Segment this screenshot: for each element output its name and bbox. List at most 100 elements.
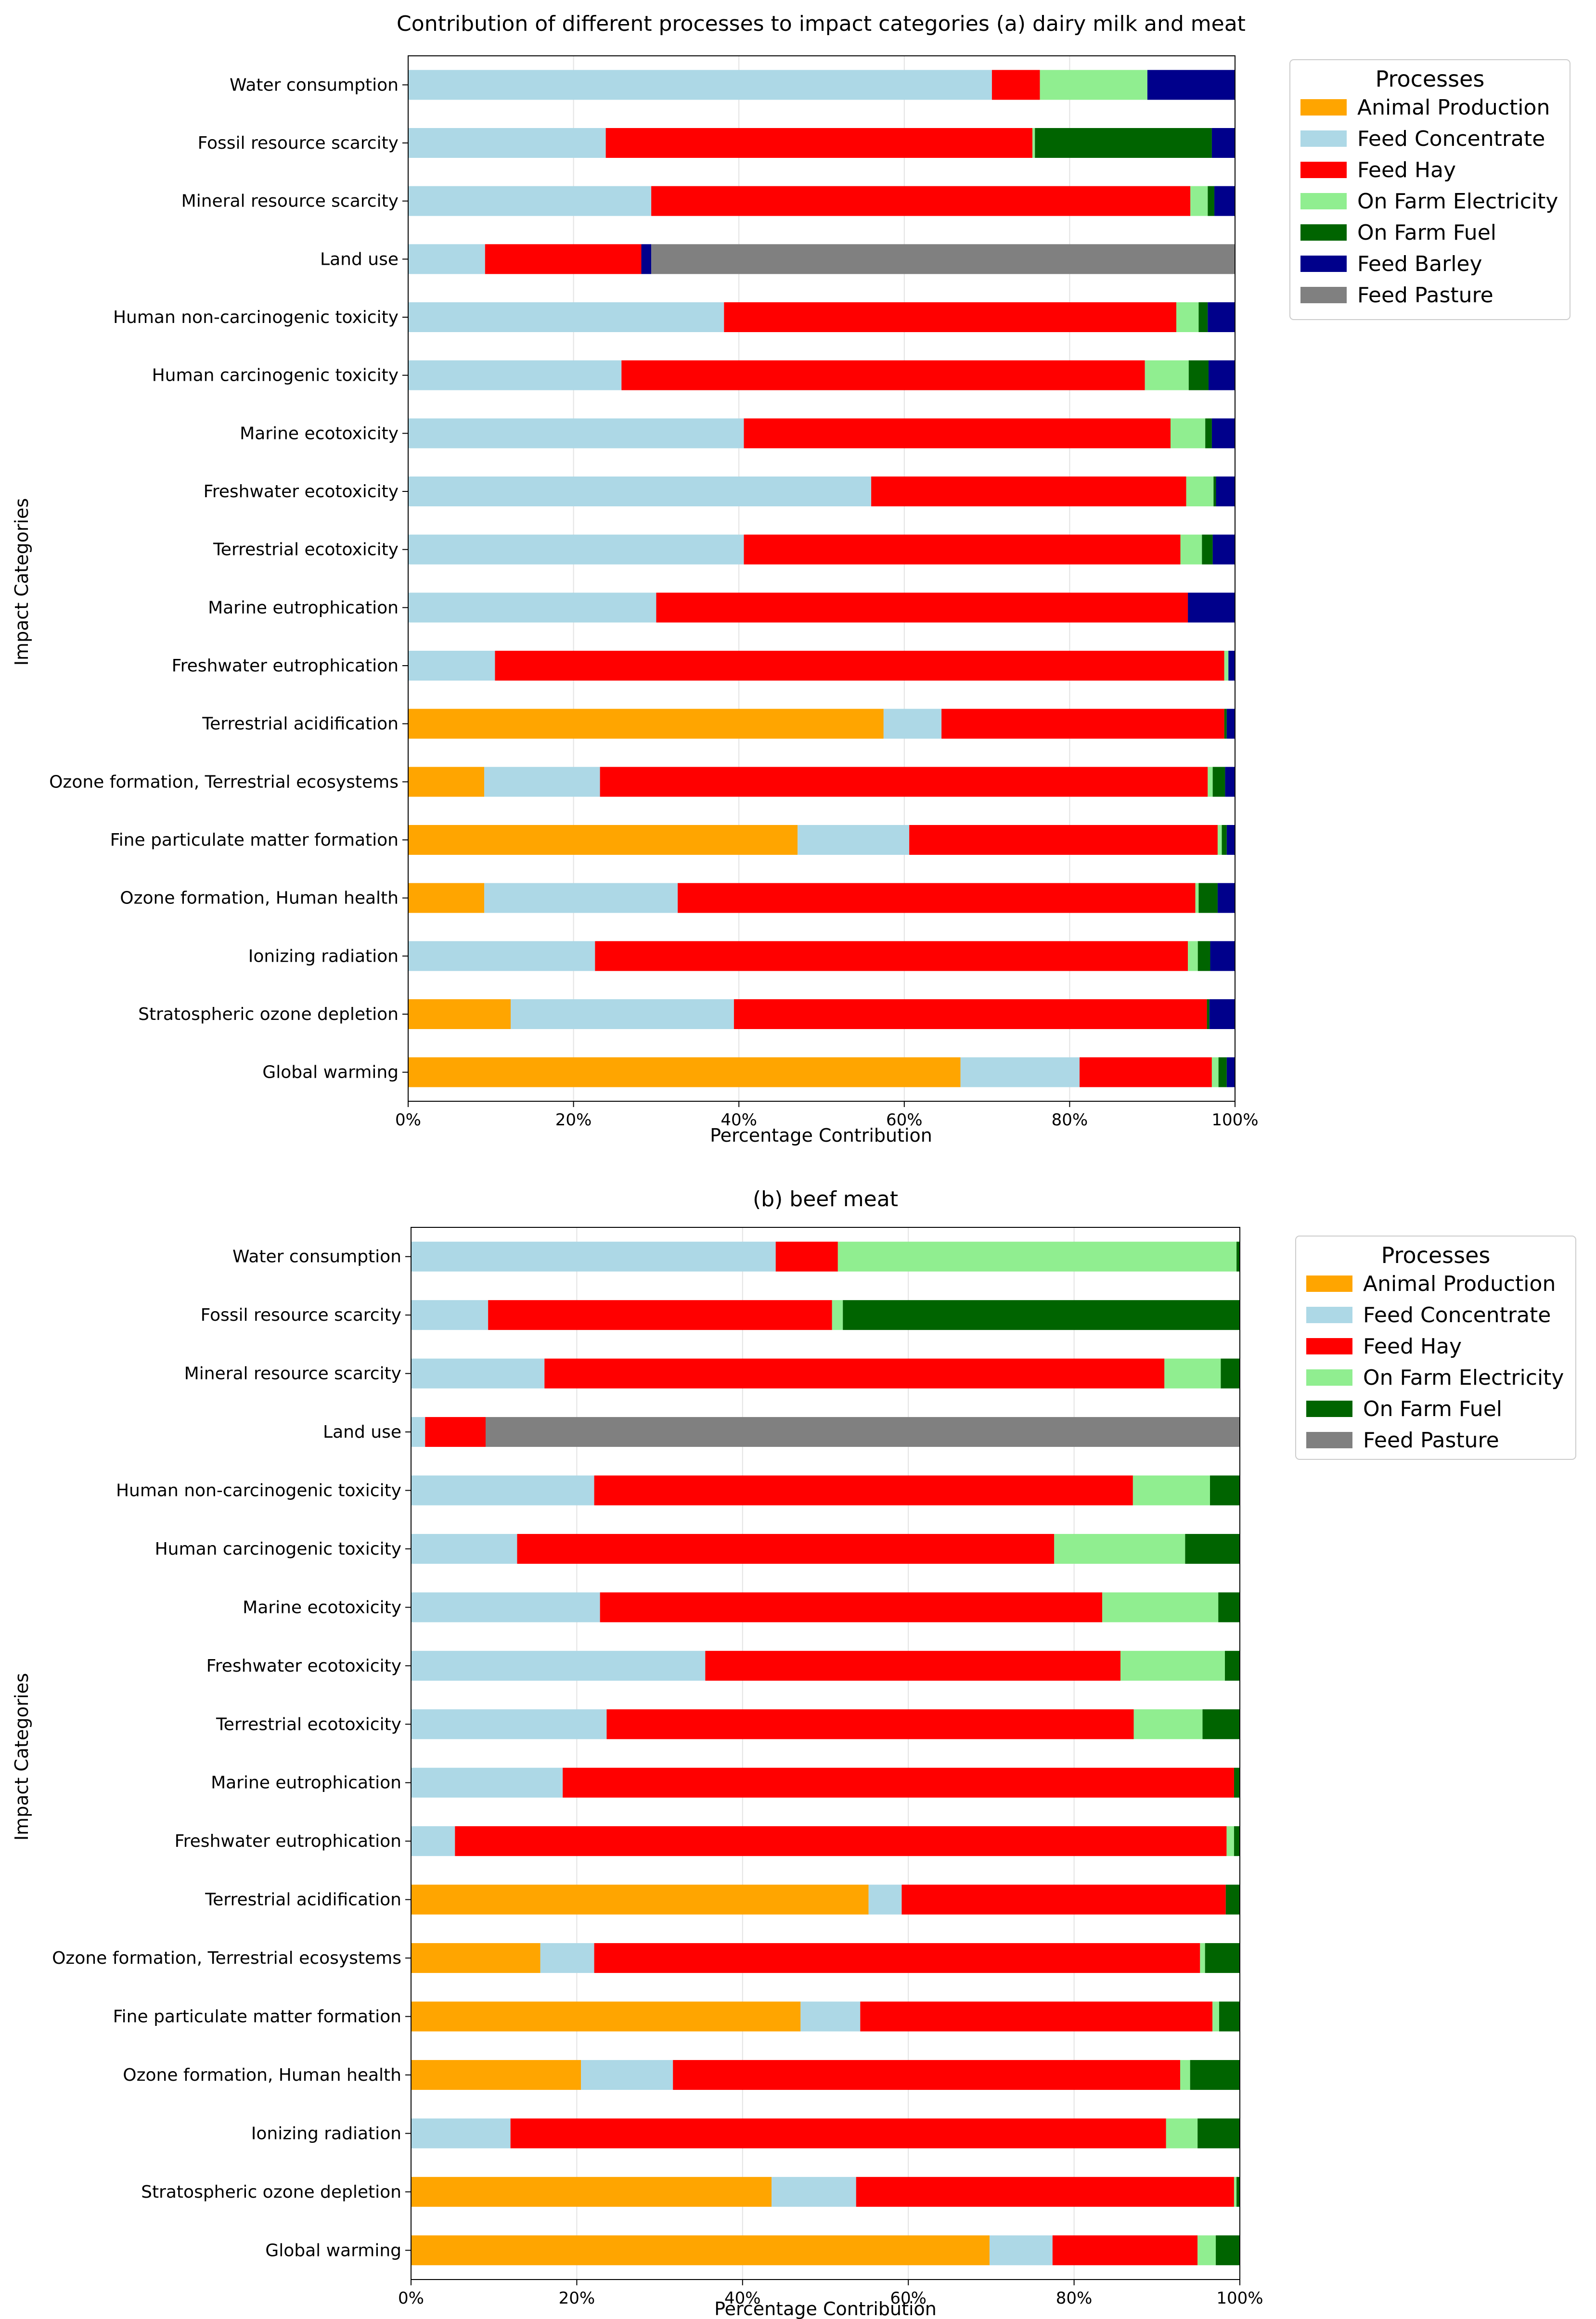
bar-animal-production-ozone-formation-human-health <box>411 2060 581 2090</box>
bar-on-farm-fuel-fossil-resource-scarcity <box>1035 128 1212 158</box>
bar-animal-production-terrestrial-acidification <box>408 709 884 739</box>
bar-feed-hay-fossil-resource-scarcity <box>605 128 1033 158</box>
x-tick-label: 60% <box>886 1110 923 1130</box>
bar-feed-hay-global-warming <box>1080 1057 1212 1087</box>
bar-feed-hay-human-carcinogenic-toxicity <box>621 360 1145 390</box>
legend-swatch-on-farm-electricity <box>1306 1369 1352 1386</box>
bar-feed-barley-human-non-carcinogenic-toxicity <box>1208 302 1235 332</box>
category-label: Human non-carcinogenic toxicity <box>116 1481 401 1501</box>
x-tick-label: 100% <box>1216 2289 1263 2308</box>
bar-feed-concentrate-terrestrial-ecotoxicity <box>408 534 744 565</box>
bar-on-farm-fuel-fossil-resource-scarcity <box>843 1300 1240 1330</box>
legend-box <box>1295 1236 1576 1460</box>
category-label: Mineral resource scarcity <box>184 1364 401 1384</box>
category-label: Land use <box>320 249 399 269</box>
panel-a-dairy-milk-and-meat: Contribution of different processes to i… <box>11 12 1570 1146</box>
bar-on-farm-electricity-freshwater-ecotoxicity <box>1120 1650 1225 1681</box>
x-tick-label: 20% <box>559 2289 595 2308</box>
legend-swatch-animal-production <box>1300 99 1347 116</box>
bar-on-farm-electricity-ozone-formation-human-health <box>1195 883 1199 913</box>
bar-feed-concentrate-freshwater-eutrophication <box>408 651 495 681</box>
bar-feed-hay-marine-ecotoxicity <box>600 1592 1103 1623</box>
bar-on-farm-electricity-ozone-formation-terrestrial-ecosystems <box>1200 1943 1205 1973</box>
bar-feed-hay-marine-eutrophication <box>563 1767 1234 1798</box>
bar-on-farm-electricity-human-non-carcinogenic-toxicity <box>1133 1475 1210 1506</box>
category-label: Ozone formation, Terrestrial ecosystems <box>49 772 399 792</box>
category-label: Terrestrial acidification <box>202 714 399 734</box>
bar-feed-hay-mineral-resource-scarcity <box>651 186 1191 216</box>
bar-on-farm-electricity-human-carcinogenic-toxicity <box>1054 1533 1185 1564</box>
legend-label-on-farm-fuel: On Farm Fuel <box>1357 220 1496 245</box>
bar-feed-concentrate-water-consumption <box>411 1241 776 1272</box>
bar-animal-production-fine-particulate-matter-formation <box>408 825 798 855</box>
bar-feed-hay-water-consumption <box>775 1241 838 1272</box>
bar-feed-concentrate-marine-eutrophication <box>408 593 656 623</box>
bar-animal-production-fine-particulate-matter-formation <box>411 2001 801 2032</box>
category-label: Ozone formation, Human health <box>123 2065 401 2085</box>
legend-label-feed-pasture: Feed Pasture <box>1363 1428 1499 1453</box>
bar-on-farm-electricity-fossil-resource-scarcity <box>1032 128 1035 158</box>
category-label: Fine particulate matter formation <box>113 2007 401 2027</box>
category-labels: Water consumption Fossil resource scarcit… <box>52 1247 411 2260</box>
bar-on-farm-electricity-freshwater-ecotoxicity <box>1186 477 1214 506</box>
bars <box>408 70 1235 1087</box>
bar-animal-production-global-warming <box>408 1057 961 1087</box>
bar-feed-concentrate-marine-ecotoxicity <box>408 418 744 449</box>
bar-animal-production-terrestrial-acidification <box>411 1884 869 1915</box>
bar-on-farm-electricity-marine-ecotoxicity <box>1102 1592 1219 1623</box>
bar-feed-barley-ozone-formation-human-health <box>1217 883 1235 913</box>
category-label: Fossil resource scarcity <box>201 1305 401 1325</box>
legend-swatch-on-farm-electricity <box>1300 193 1347 209</box>
x-axis-label: Percentage Contribution <box>710 1125 932 1146</box>
chart-title: Contribution of different processes to i… <box>397 12 1246 36</box>
legend-label-feed-hay: Feed Hay <box>1357 158 1456 182</box>
category-label: Freshwater eutrophication <box>175 1831 401 1851</box>
bar-feed-concentrate-ozone-formation-human-health <box>581 2060 673 2090</box>
bar-feed-hay-marine-ecotoxicity <box>744 418 1171 449</box>
bar-on-farm-fuel-freshwater-eutrophication <box>1234 1826 1240 1856</box>
bar-feed-barley-stratospheric-ozone-depletion <box>1209 999 1235 1029</box>
legend-label-animal-production: Animal Production <box>1363 1272 1556 1296</box>
bar-feed-concentrate-freshwater-ecotoxicity <box>408 477 872 506</box>
bar-feed-concentrate-human-non-carcinogenic-toxicity <box>408 302 724 332</box>
category-label: Marine eutrophication <box>211 1773 401 1793</box>
bar-feed-concentrate-freshwater-ecotoxicity <box>411 1650 706 1681</box>
bar-feed-barley-freshwater-eutrophication <box>1228 651 1235 681</box>
category-label: Freshwater eutrophication <box>172 656 399 676</box>
bar-feed-hay-ozone-formation-human-health <box>678 883 1196 913</box>
legend-swatch-feed-pasture <box>1306 1432 1352 1448</box>
bar-animal-production-stratospheric-ozone-depletion <box>408 999 511 1029</box>
bar-feed-barley-fine-particulate-matter-formation <box>1226 825 1235 855</box>
bar-feed-concentrate-freshwater-eutrophication <box>411 1826 455 1856</box>
bar-on-farm-electricity-ozone-formation-human-health <box>1180 2060 1190 2090</box>
legend-swatch-feed-hay <box>1300 162 1347 178</box>
category-label: Ionizing radiation <box>251 2124 401 2143</box>
bar-on-farm-fuel-ozone-formation-terrestrial-ecosystems <box>1212 767 1225 797</box>
category-label: Land use <box>323 1422 401 1442</box>
bar-feed-concentrate-ozone-formation-human-health <box>484 883 678 913</box>
bar-feed-concentrate-mineral-resource-scarcity <box>408 186 652 216</box>
bar-feed-hay-freshwater-eutrophication <box>495 651 1224 681</box>
category-label: Stratospheric ozone depletion <box>141 2182 401 2202</box>
bar-feed-hay-land-use <box>485 244 642 274</box>
bar-feed-hay-fine-particulate-matter-formation <box>860 2001 1213 2032</box>
legend-swatch-feed-concentrate <box>1300 130 1347 147</box>
bar-on-farm-electricity-fine-particulate-matter-formation <box>1212 2001 1219 2032</box>
bar-feed-hay-human-non-carcinogenic-toxicity <box>724 302 1177 332</box>
bar-feed-hay-human-non-carcinogenic-toxicity <box>594 1475 1133 1506</box>
bar-on-farm-electricity-freshwater-eutrophication <box>1224 651 1229 681</box>
bar-on-farm-fuel-human-non-carcinogenic-toxicity <box>1198 302 1208 332</box>
category-label: Freshwater ecotoxicity <box>204 482 399 502</box>
category-label: Human carcinogenic toxicity <box>152 366 399 386</box>
bar-feed-hay-terrestrial-ecotoxicity <box>606 1709 1134 1739</box>
category-label: Ozone formation, Human health <box>120 889 399 908</box>
category-label: Mineral resource scarcity <box>181 192 399 211</box>
bar-feed-concentrate-fine-particulate-matter-formation <box>798 825 910 855</box>
bars <box>411 1241 1240 2266</box>
legend-swatch-feed-concentrate <box>1306 1307 1352 1323</box>
legend-swatch-feed-barley <box>1300 256 1347 272</box>
category-label: Water consumption <box>230 75 399 95</box>
bar-feed-barley-water-consumption <box>1147 70 1235 100</box>
category-label: Fossil resource scarcity <box>198 133 399 153</box>
